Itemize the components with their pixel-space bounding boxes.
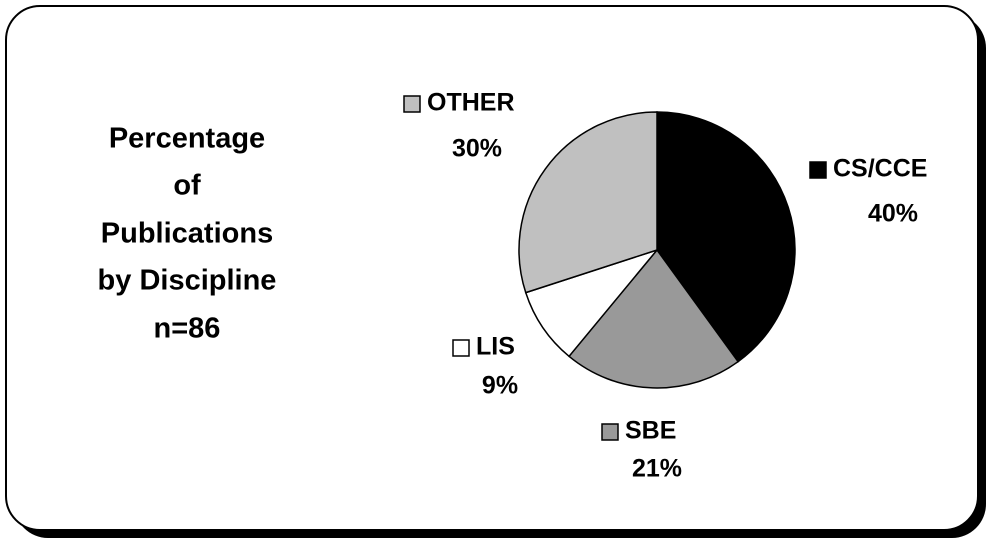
chart-subtitle: n=86 — [154, 313, 221, 345]
legend-swatch — [601, 423, 619, 441]
pie-slice — [656, 111, 796, 363]
value-label: 9% — [482, 372, 518, 400]
legend-swatch — [403, 95, 421, 113]
chart-title: Percentage — [109, 123, 265, 155]
pie-slice — [518, 111, 658, 294]
value-label: 30% — [452, 135, 502, 163]
value-label: 21% — [632, 455, 682, 483]
value-label: 40% — [868, 200, 918, 228]
legend-swatch — [809, 161, 827, 179]
chart-title: of — [173, 170, 201, 202]
chart-title: by Discipline — [98, 265, 277, 297]
chart-title: Publications — [101, 218, 273, 250]
slice-name: SBE — [625, 417, 676, 445]
legend-swatch — [452, 339, 470, 357]
slice-name: CS/CCE — [833, 155, 927, 183]
slice-name: OTHER — [427, 89, 515, 117]
pie-slice — [567, 248, 740, 389]
slice-name: LIS — [476, 333, 515, 361]
